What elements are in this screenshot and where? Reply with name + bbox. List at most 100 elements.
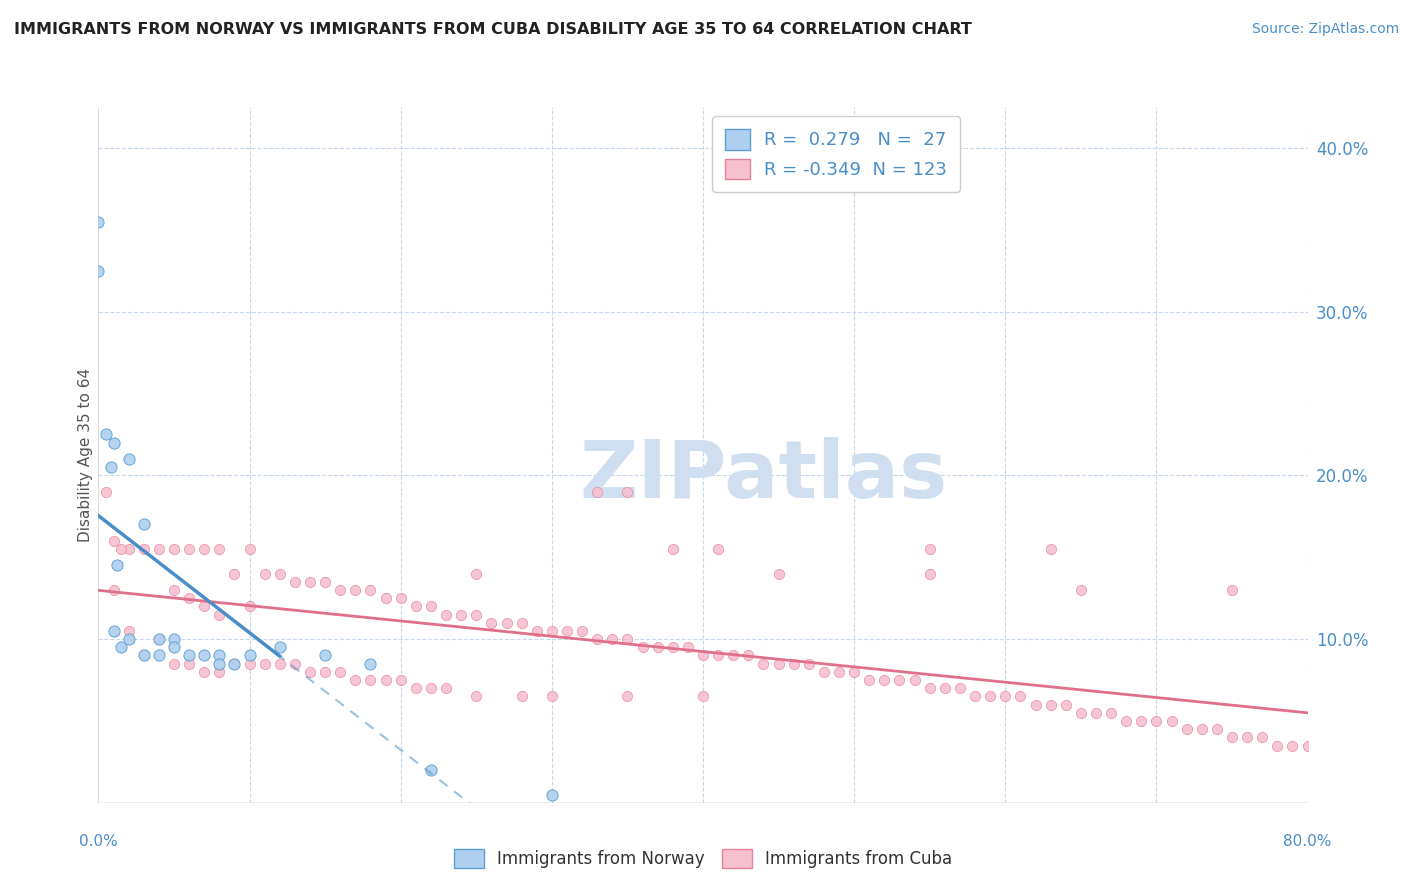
Point	[284, 574, 307, 589]
Point	[918, 566, 941, 581]
Point	[389, 673, 412, 687]
Point	[179, 542, 201, 557]
Point	[118, 632, 141, 646]
Point	[420, 599, 443, 614]
Point	[813, 665, 835, 679]
Point	[253, 657, 276, 671]
Point	[110, 640, 132, 655]
Point	[676, 640, 699, 655]
Point	[239, 648, 262, 663]
Point	[148, 648, 170, 663]
Point	[314, 665, 336, 679]
Point	[707, 542, 730, 557]
Point	[224, 657, 246, 671]
Point	[495, 615, 517, 630]
Point	[239, 599, 262, 614]
Point	[269, 657, 291, 671]
Point	[616, 632, 638, 646]
Point	[163, 582, 186, 597]
Point	[465, 690, 488, 704]
Point	[118, 452, 141, 467]
Point	[103, 624, 125, 638]
Point	[163, 640, 186, 655]
Point	[692, 648, 714, 663]
Point	[1160, 714, 1182, 728]
Point	[1236, 731, 1258, 745]
Point	[1130, 714, 1153, 728]
Point	[1206, 722, 1229, 736]
Point	[132, 648, 155, 663]
Text: 80.0%: 80.0%	[1284, 834, 1331, 849]
Point	[420, 681, 443, 696]
Point	[768, 657, 790, 671]
Point	[329, 665, 352, 679]
Point	[163, 657, 186, 671]
Point	[541, 624, 564, 638]
Point	[208, 657, 231, 671]
Point	[87, 264, 110, 278]
Point	[844, 665, 866, 679]
Legend: R =  0.279   N =  27, R = -0.349  N = 123: R = 0.279 N = 27, R = -0.349 N = 123	[711, 116, 960, 192]
Point	[132, 648, 155, 663]
Point	[1010, 690, 1032, 704]
Point	[510, 690, 533, 704]
Point	[389, 591, 412, 606]
Text: IMMIGRANTS FROM NORWAY VS IMMIGRANTS FROM CUBA DISABILITY AGE 35 TO 64 CORRELATI: IMMIGRANTS FROM NORWAY VS IMMIGRANTS FRO…	[14, 22, 972, 37]
Point	[405, 599, 427, 614]
Point	[1267, 739, 1289, 753]
Point	[208, 542, 231, 557]
Point	[314, 648, 336, 663]
Point	[737, 648, 759, 663]
Point	[1220, 582, 1243, 597]
Point	[555, 624, 578, 638]
Point	[873, 673, 896, 687]
Point	[269, 640, 291, 655]
Point	[450, 607, 472, 622]
Point	[465, 566, 488, 581]
Point	[208, 607, 231, 622]
Point	[979, 690, 1001, 704]
Point	[662, 640, 685, 655]
Point	[1039, 542, 1062, 557]
Point	[586, 484, 609, 499]
Point	[949, 681, 972, 696]
Point	[994, 690, 1017, 704]
Point	[616, 484, 638, 499]
Point	[1025, 698, 1047, 712]
Point	[360, 673, 382, 687]
Point	[284, 657, 307, 671]
Point	[132, 542, 155, 557]
Point	[1070, 706, 1092, 720]
Point	[1039, 698, 1062, 712]
Point	[269, 566, 291, 581]
Point	[889, 673, 911, 687]
Point	[360, 657, 382, 671]
Point	[299, 574, 322, 589]
Point	[374, 673, 396, 687]
Point	[148, 632, 170, 646]
Point	[208, 648, 231, 663]
Point	[179, 591, 201, 606]
Point	[692, 690, 714, 704]
Point	[374, 591, 396, 606]
Point	[239, 542, 262, 557]
Point	[1099, 706, 1122, 720]
Text: Source: ZipAtlas.com: Source: ZipAtlas.com	[1251, 22, 1399, 37]
Point	[94, 484, 117, 499]
Point	[647, 640, 669, 655]
Text: ZIPatlas: ZIPatlas	[579, 437, 948, 515]
Point	[934, 681, 956, 696]
Point	[571, 624, 593, 638]
Point	[239, 657, 262, 671]
Point	[465, 607, 488, 622]
Point	[783, 657, 806, 671]
Point	[434, 681, 457, 696]
Point	[118, 624, 141, 638]
Point	[118, 542, 141, 557]
Point	[904, 673, 927, 687]
Point	[797, 657, 820, 671]
Point	[752, 657, 775, 671]
Point	[329, 582, 352, 597]
Point	[1085, 706, 1108, 720]
Point	[541, 690, 564, 704]
